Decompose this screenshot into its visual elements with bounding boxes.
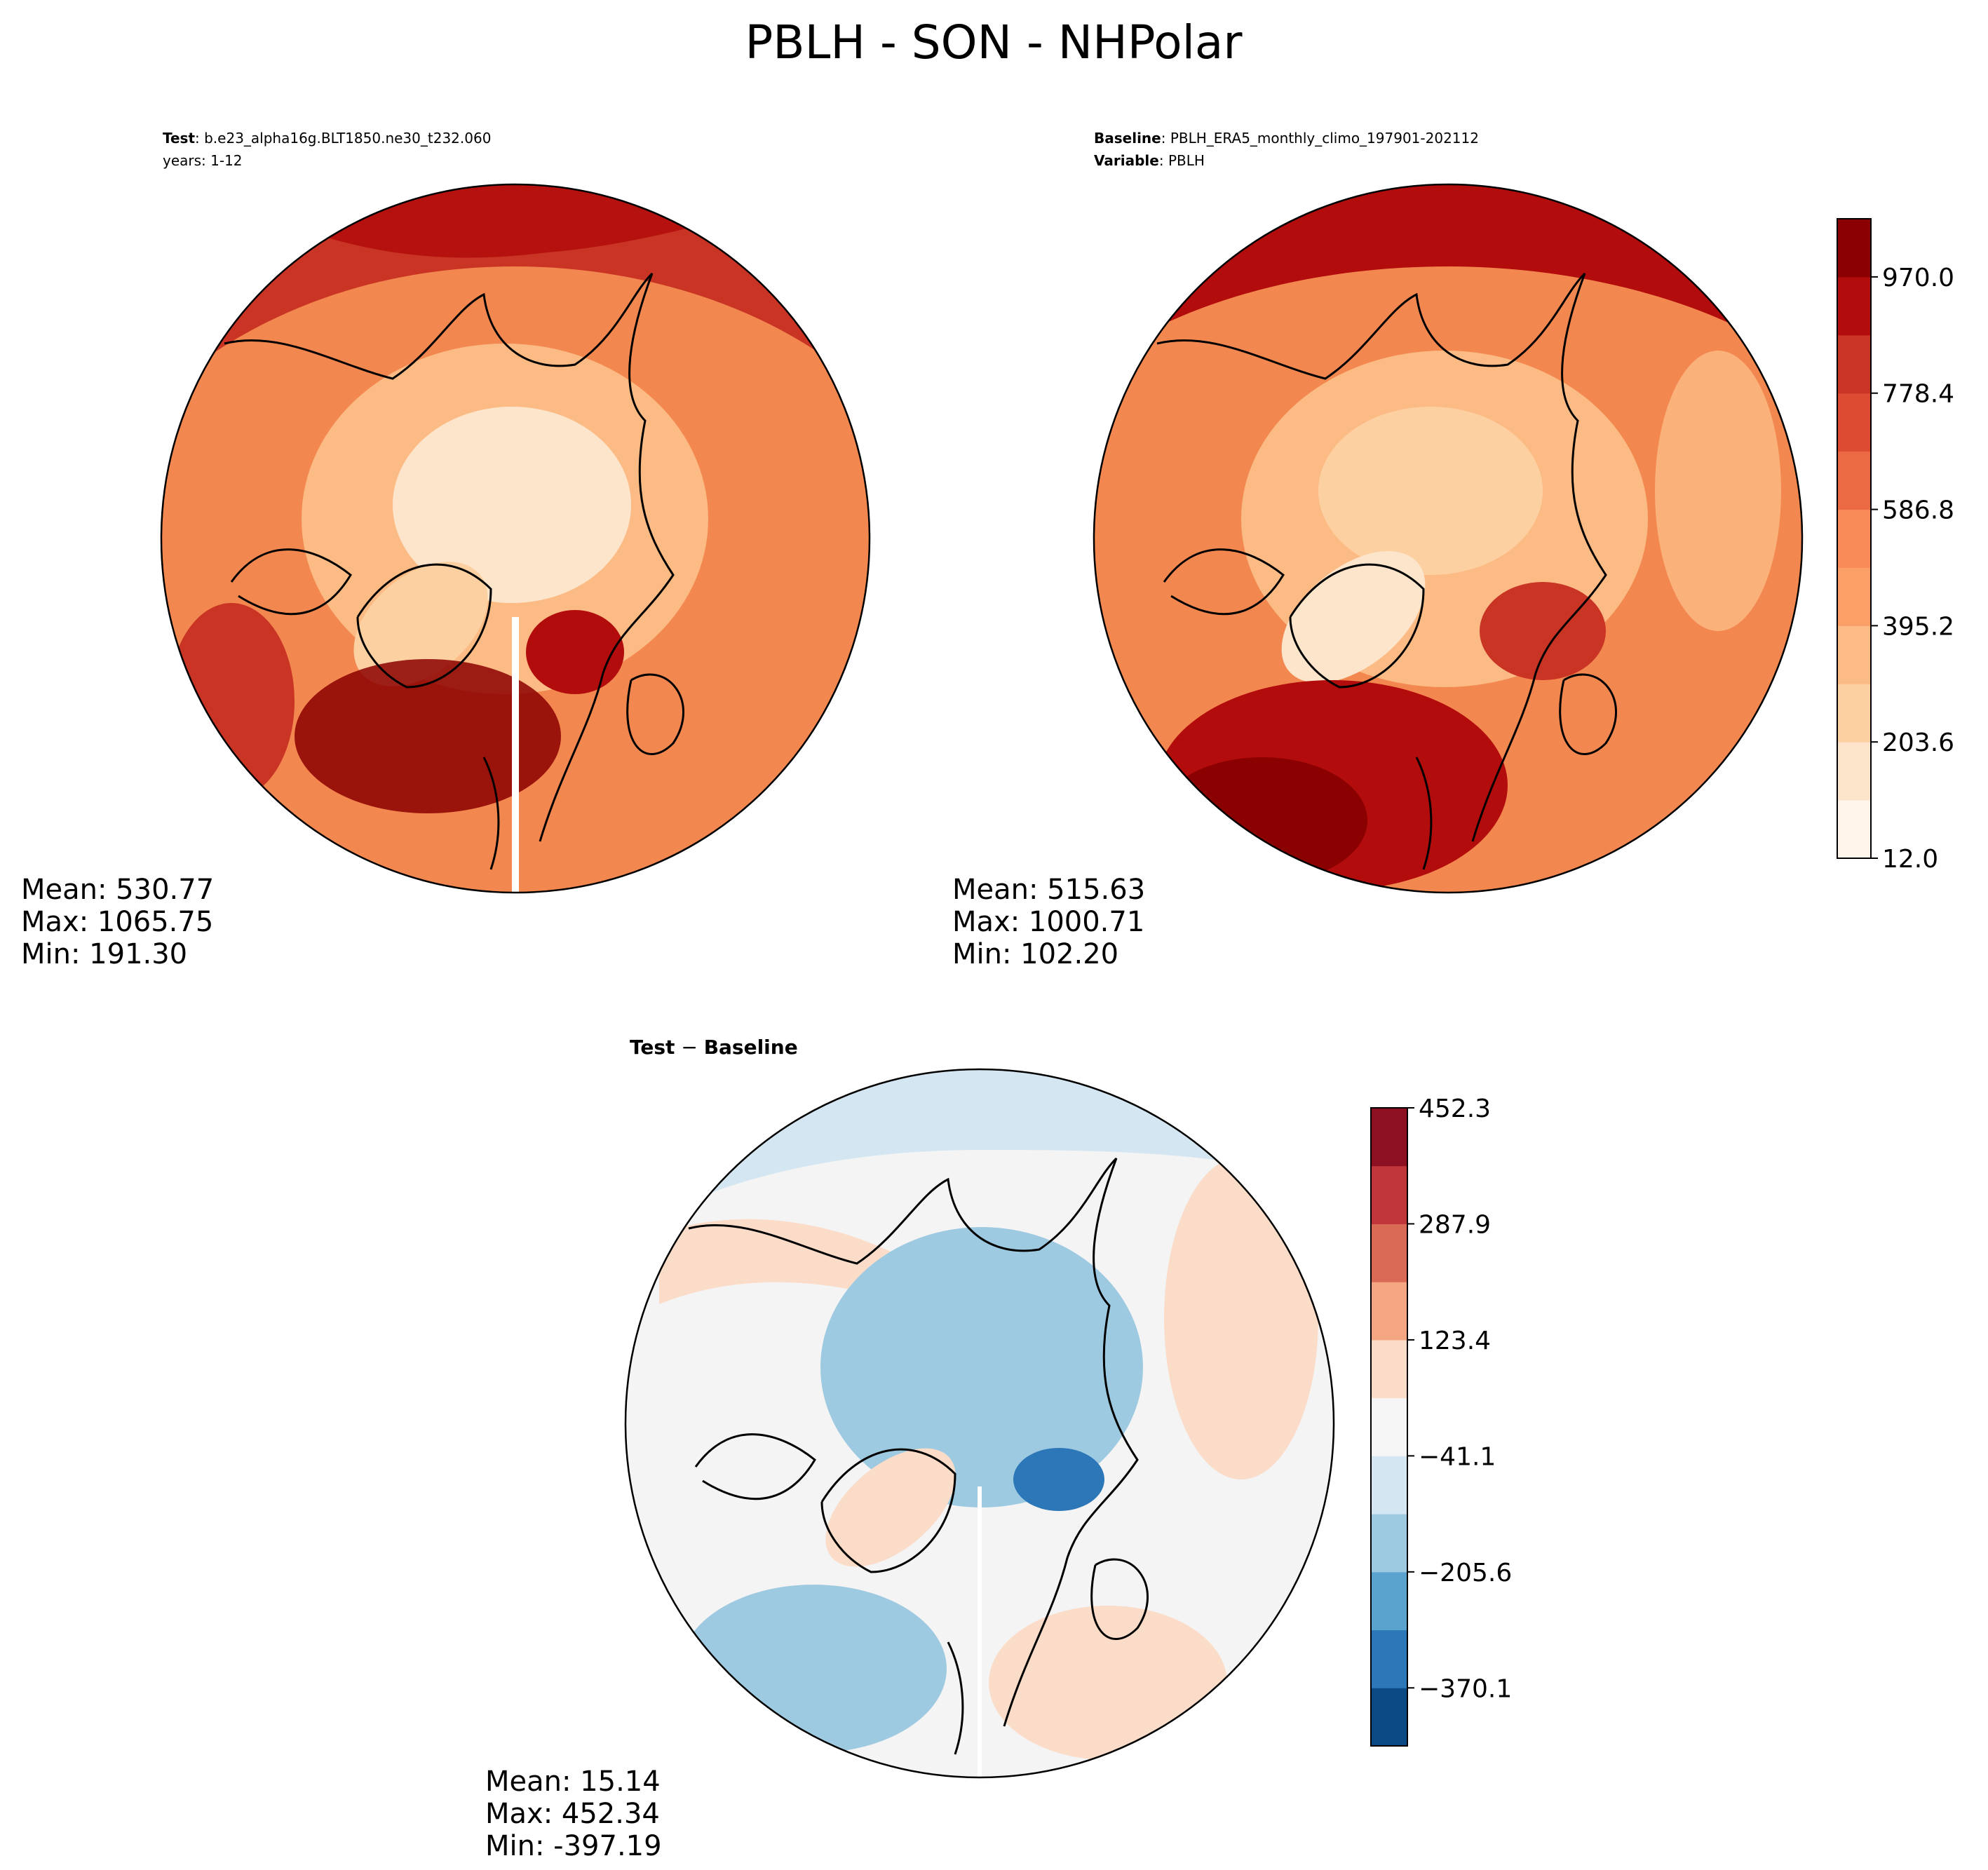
baseline-panel: Baseline: PBLH_ERA5_monthly_climo_197901… xyxy=(952,130,1954,970)
baseline-variable-value: : PBLH xyxy=(1159,152,1205,169)
colorbar-main-segment xyxy=(1837,334,1871,394)
baseline-label: Baseline: PBLH_ERA5_monthly_climo_197901… xyxy=(1094,130,1479,147)
figure-title: PBLH - SON - NHPolar xyxy=(745,15,1243,69)
test-norwegian-high xyxy=(526,610,624,694)
colorbar-diff-tick-label: 123.4 xyxy=(1419,1327,1491,1355)
test-years: years: 1-12 xyxy=(163,152,243,169)
diff-title-operator: − xyxy=(675,1036,703,1059)
baseline-label-key: Baseline xyxy=(1094,130,1161,147)
baseline-norwegian-high xyxy=(1480,582,1606,680)
colorbar-main: 970.0 778.4 586.8 395.2 203.6 12.0 xyxy=(1837,218,1954,874)
test-label-value: : b.e23_alpha16g.BLT1850.ne30_t232.060 xyxy=(195,130,491,147)
test-min: Min: 191.30 xyxy=(21,938,187,970)
diff-mean: Mean: 15.14 xyxy=(485,1766,661,1798)
colorbar-diff-segment xyxy=(1371,1688,1407,1747)
baseline-mean: Mean: 515.63 xyxy=(952,874,1145,906)
colorbar-main-segment xyxy=(1837,684,1871,743)
test-map-frame xyxy=(160,183,871,894)
diff-east-positive xyxy=(1164,1157,1318,1479)
colorbar-main-tick-label: 395.2 xyxy=(1882,612,1954,641)
colorbar-diff-segment xyxy=(1371,1282,1407,1341)
diff-title-baseline: Baseline xyxy=(704,1036,798,1059)
baseline-label-value: : PBLH_ERA5_monthly_climo_197901-202112 xyxy=(1161,130,1479,147)
diff-greenland-positive xyxy=(825,1448,956,1567)
diff-barents-strong xyxy=(1013,1448,1104,1511)
colorbar-main-tick-label: 12.0 xyxy=(1882,845,1938,874)
colorbar-diff-segment xyxy=(1371,1630,1407,1688)
colorbar-main-frame xyxy=(1837,218,1872,859)
colorbar-main-tick-label: 778.4 xyxy=(1882,380,1954,409)
colorbar-diff-segment xyxy=(1371,1397,1407,1456)
colorbar-main-tick-label: 586.8 xyxy=(1882,496,1954,525)
baseline-max: Max: 1000.71 xyxy=(952,906,1144,938)
test-greenland xyxy=(353,562,488,686)
diff-arctic-negative xyxy=(820,1227,1143,1507)
test-mean: Mean: 530.77 xyxy=(21,874,214,906)
colorbar-diff-tick-label: 452.3 xyxy=(1419,1095,1491,1123)
diff-europe-positive xyxy=(989,1606,1227,1760)
test-map xyxy=(161,184,870,893)
diff-map xyxy=(626,1069,1334,1777)
colorbar-main-segment xyxy=(1837,742,1871,801)
colorbar-diff-tick-label: −41.1 xyxy=(1419,1442,1496,1471)
colorbar-diff-tick-label: 287.9 xyxy=(1419,1210,1491,1239)
diff-title-test: Test xyxy=(630,1036,675,1059)
colorbar-diff-segment xyxy=(1371,1108,1407,1167)
diff-max: Max: 452.34 xyxy=(485,1798,660,1830)
colorbar-diff-segment xyxy=(1371,1514,1407,1573)
diff-atlantic-negative xyxy=(680,1585,947,1753)
colorbar-main-segment xyxy=(1837,219,1871,278)
baseline-map-frame xyxy=(1093,183,1804,894)
test-label-key: Test xyxy=(163,130,195,147)
baseline-atlantic-max xyxy=(1157,757,1367,883)
colorbar-main-segment xyxy=(1837,567,1871,626)
test-max: Max: 1065.75 xyxy=(21,906,213,938)
colorbar-main-tick-label: 203.6 xyxy=(1882,729,1954,757)
test-west-high xyxy=(168,603,295,799)
colorbar-main-segment xyxy=(1837,276,1871,336)
diff-panel: Test − Baseline Mean: 15.14 Max: 452.34 … xyxy=(485,1036,1512,1862)
test-label: Test: b.e23_alpha16g.BLT1850.ne30_t232.0… xyxy=(163,130,491,147)
diff-siberia-positive xyxy=(659,1219,898,1304)
colorbar-main-segment xyxy=(1837,451,1871,510)
colorbar-diff: 452.3 287.9 123.4 −41.1 −205.6 −370.1 xyxy=(1370,1095,1512,1747)
colorbar-main-segment xyxy=(1837,800,1871,859)
baseline-east-light xyxy=(1655,351,1781,631)
test-atlantic-high xyxy=(295,659,561,813)
colorbar-diff-segment xyxy=(1371,1224,1407,1282)
colorbar-diff-segment xyxy=(1371,1456,1407,1515)
colorbar-diff-tick-label: −205.6 xyxy=(1419,1559,1512,1587)
colorbar-diff-segment xyxy=(1371,1165,1407,1224)
diff-map-frame xyxy=(624,1068,1335,1779)
test-panel: Test: b.e23_alpha16g.BLT1850.ne30_t232.0… xyxy=(21,130,871,970)
diff-title: Test − Baseline xyxy=(630,1036,798,1059)
baseline-variable-key: Variable xyxy=(1094,152,1159,169)
test-arctic-core xyxy=(393,407,631,603)
diff-min: Min: -397.19 xyxy=(485,1830,662,1862)
baseline-map xyxy=(1094,184,1802,893)
colorbar-diff-segment xyxy=(1371,1571,1407,1631)
colorbar-main-segment xyxy=(1837,393,1871,452)
colorbar-diff-tick-label: −370.1 xyxy=(1419,1674,1512,1703)
colorbar-main-segment xyxy=(1837,509,1871,568)
baseline-variable: Variable: PBLH xyxy=(1094,152,1205,169)
colorbar-diff-frame xyxy=(1370,1107,1408,1747)
colorbar-main-segment xyxy=(1837,625,1871,684)
colorbar-main-tick-label: 970.0 xyxy=(1882,264,1954,292)
colorbar-diff-segment xyxy=(1371,1339,1407,1399)
baseline-arctic-core xyxy=(1318,407,1543,575)
baseline-min: Min: 102.20 xyxy=(952,938,1118,970)
